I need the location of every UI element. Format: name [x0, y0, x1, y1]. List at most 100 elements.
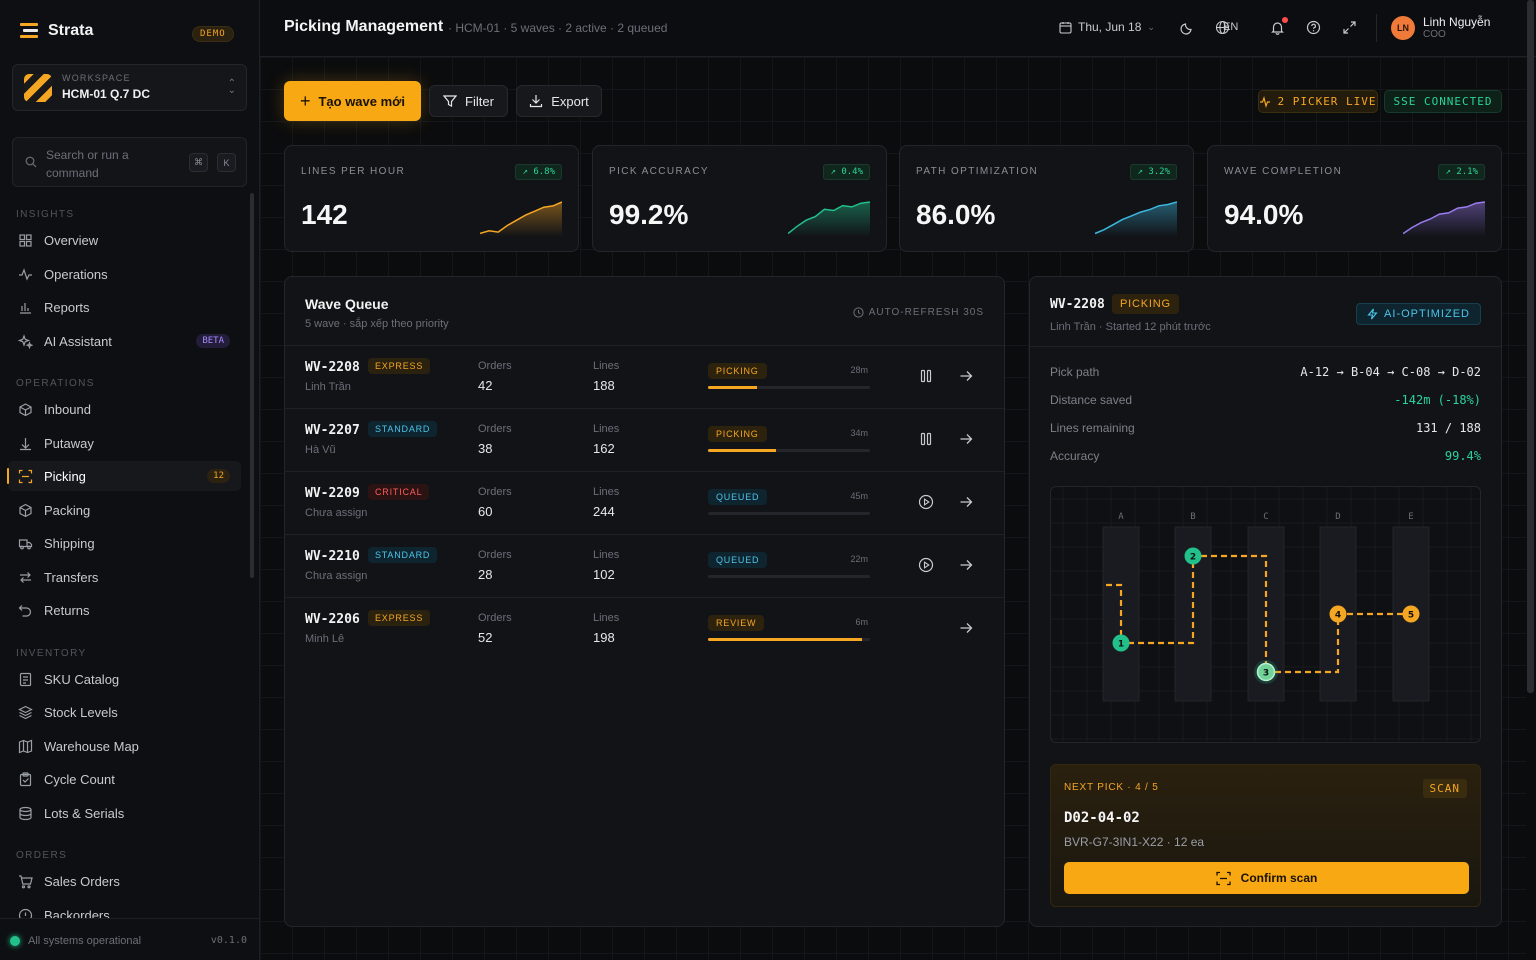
avatar[interactable]: LN: [1391, 16, 1415, 40]
date-label: Thu, Jun 18: [1078, 20, 1142, 34]
kpi-card-pick-accuracy[interactable]: PICK ACCURACY ↗ 0.4% 99.2%: [592, 145, 887, 252]
sidebar-item-putaway[interactable]: Putaway: [8, 428, 241, 458]
sidebar-item-cycle-count[interactable]: Cycle Count: [8, 764, 241, 794]
scan-icon: [18, 469, 33, 483]
pick-route-path: [1106, 554, 1411, 674]
kpi-sparkline: [1095, 201, 1177, 237]
sidebar-item-shipping[interactable]: Shipping: [8, 528, 241, 558]
detail-divider: [1030, 346, 1501, 347]
pause-icon[interactable]: [918, 431, 934, 447]
brand[interactable]: Strata: [20, 22, 93, 40]
orders-value: 38: [478, 441, 493, 456]
arrow-right-icon[interactable]: [958, 494, 974, 510]
pick-stop-number: 3: [1263, 669, 1269, 679]
pick-stop-number: 1: [1118, 640, 1124, 650]
sparkline-line: [1095, 201, 1177, 235]
sidebar-section-orders: ORDERS: [16, 850, 68, 861]
arrow-down-icon: [20, 437, 31, 450]
play-icon[interactable]: [918, 557, 934, 573]
status-badge: REVIEW: [708, 615, 765, 631]
sidebar-item-inbound[interactable]: Inbound: [8, 394, 241, 424]
notification-dot: [1282, 17, 1288, 23]
sidebar: Strata DEMO WORKSPACE HCM-01 Q.7 DC ⌃ ⌄ S…: [0, 0, 260, 960]
sidebar-item-reports[interactable]: Reports: [8, 292, 241, 322]
sparkline-line: [1403, 201, 1485, 235]
sidebar-item-packing[interactable]: Packing: [8, 495, 241, 525]
arrow-right-icon[interactable]: [958, 620, 974, 636]
sidebar-item-returns[interactable]: Returns: [8, 595, 241, 625]
expand-icon[interactable]: [1342, 20, 1357, 35]
pick-path-map[interactable]: A B C D E 1 2 3 4 5: [1050, 486, 1481, 743]
export-button[interactable]: Export: [516, 85, 602, 117]
date-picker[interactable]: Thu, Jun 18 ⌄: [1059, 20, 1155, 34]
sidebar-item-overview[interactable]: Overview: [8, 225, 241, 255]
page-scrollbar[interactable]: [1527, 0, 1534, 693]
arrow-right-icon[interactable]: [958, 431, 974, 447]
progress-fill: [708, 638, 862, 641]
arrow-right-icon[interactable]: [958, 368, 974, 384]
sidebar-section-operations: OPERATIONS: [16, 378, 95, 389]
wave-row[interactable]: WV-2206 EXPRESS Minh Lê Orders 52 Lines …: [285, 597, 1004, 660]
wave-row[interactable]: WV-2208 EXPRESS Linh Trần Orders 42 Line…: [285, 345, 1004, 408]
wave-row[interactable]: WV-2207 STANDARD Hà Vũ Orders 38 Lines 1…: [285, 408, 1004, 471]
filter-button[interactable]: Filter: [429, 85, 508, 117]
create-wave-button[interactable]: + Tạo wave mới: [284, 81, 421, 121]
globe-icon[interactable]: [1215, 20, 1230, 35]
stat-label: Accuracy: [1050, 449, 1100, 463]
priority-tag: EXPRESS: [368, 610, 431, 626]
play-icon[interactable]: [918, 494, 934, 510]
arrow-right-icon[interactable]: [958, 557, 974, 573]
sidebar-item-sales-orders[interactable]: Sales Orders: [8, 866, 241, 896]
sidebar-item-operations[interactable]: Operations: [8, 259, 241, 289]
lines-label: Lines: [593, 486, 620, 498]
auto-refresh-indicator: AUTO-REFRESH 30S: [853, 307, 984, 318]
sidebar-item-sku-catalog[interactable]: SKU Catalog: [8, 664, 241, 694]
sidebar-item-stock-levels[interactable]: Stock Levels: [8, 697, 241, 727]
sidebar-item-picking[interactable]: Picking 12: [7, 461, 241, 491]
kbd-k: K: [217, 153, 236, 172]
header-divider: [1376, 14, 1377, 42]
sidebar-item-ai-assistant[interactable]: AI Assistant BETA: [8, 326, 241, 356]
sidebar-scrollbar[interactable]: [250, 193, 254, 578]
bell-icon[interactable]: [1270, 20, 1285, 35]
kpi-card-path-optimization[interactable]: PATH OPTIMIZATION ↗ 3.2% 86.0%: [899, 145, 1194, 252]
moon-icon[interactable]: [1180, 20, 1195, 35]
sidebar-item-transfers[interactable]: Transfers: [8, 562, 241, 592]
help-icon[interactable]: [1306, 20, 1321, 35]
lines-value: 244: [593, 504, 615, 519]
sidebar-item-lots-serials[interactable]: Lots & Serials: [8, 798, 241, 828]
wave-row[interactable]: WV-2210 STANDARD Chưa assign Orders 28 L…: [285, 534, 1004, 597]
sidebar-item-label: Cycle Count: [44, 771, 115, 787]
elapsed-time: 45m: [850, 491, 868, 501]
picker-name: Chưa assign: [305, 507, 368, 519]
grid-icon: [19, 233, 32, 247]
filter-icon: [443, 95, 458, 107]
top-header: Picking Management · HCM-01 · 5 waves · …: [260, 0, 1536, 57]
download-icon: [530, 95, 543, 108]
status-badge: QUEUED: [708, 552, 768, 568]
lines-value: 162: [593, 441, 615, 456]
wave-id: WV-2207: [305, 423, 360, 438]
box-in-icon: [19, 402, 32, 416]
kpi-card-lines-per-hour[interactable]: LINES PER HOUR ↗ 6.8% 142: [284, 145, 579, 252]
sidebar-item-label: AI Assistant: [44, 333, 112, 349]
workspace-switcher[interactable]: WORKSPACE HCM-01 Q.7 DC ⌃ ⌄: [12, 64, 247, 111]
lines-value: 198: [593, 630, 615, 645]
command-search[interactable]: Search or run a command ⌘ K: [12, 137, 247, 187]
language-toggle[interactable]: EN: [1223, 21, 1239, 33]
wave-row[interactable]: WV-2209 CRITICAL Chưa assign Orders 60 L…: [285, 471, 1004, 534]
pick-stop-marker: [1402, 605, 1420, 623]
stack-icon: [19, 806, 32, 820]
sidebar-item-warehouse-map[interactable]: Warehouse Map: [8, 731, 241, 761]
create-wave-label: Tạo wave mới: [318, 93, 406, 109]
chevron-updown-icon: ⌃ ⌄: [227, 78, 236, 96]
sidebar-item-label: Inbound: [44, 401, 91, 417]
export-label: Export: [551, 93, 589, 109]
priority-tag: EXPRESS: [368, 358, 431, 374]
pause-icon[interactable]: [918, 368, 934, 384]
sparkline-area: [1095, 202, 1177, 237]
pick-stop-number: 4: [1335, 611, 1341, 621]
kpi-card-wave-completion[interactable]: WAVE COMPLETION ↗ 2.1% 94.0%: [1207, 145, 1502, 252]
confirm-scan-button[interactable]: Confirm scan: [1064, 862, 1469, 894]
user-name[interactable]: Linh Nguyễn: [1423, 15, 1491, 29]
